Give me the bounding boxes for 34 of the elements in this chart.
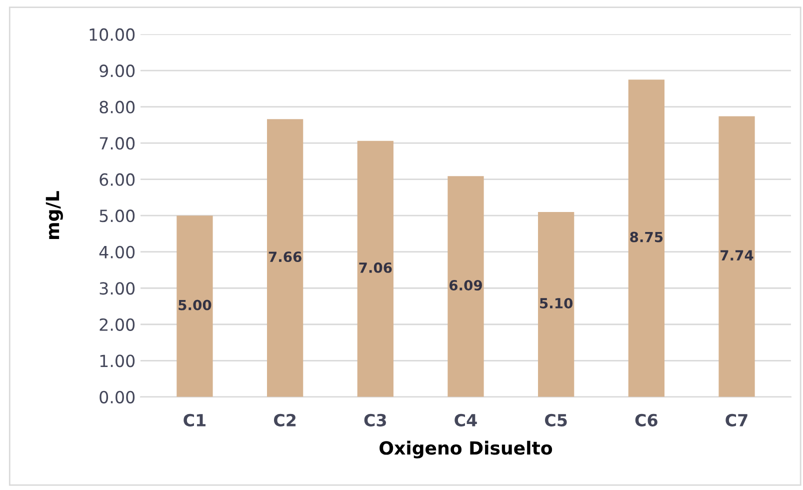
- y-tick-label: 10.00: [90, 28, 135, 41]
- bar: [718, 116, 755, 397]
- y-tick-label: 6.00: [100, 173, 135, 186]
- bar: [267, 119, 304, 397]
- y-tick-label: 5.00: [100, 210, 135, 222]
- y-tick-label: 4.00: [99, 246, 135, 258]
- x-tick-label: C6: [635, 414, 658, 426]
- x-tick-label: C4: [454, 414, 477, 426]
- y-tick-label: 7.00: [100, 137, 135, 150]
- y-tick-label: 9.00: [100, 64, 135, 78]
- x-tick-label: C2: [274, 414, 296, 426]
- y-tick-label: 0.00: [100, 390, 135, 404]
- bar: [357, 140, 394, 397]
- data-label: 7.74: [720, 250, 754, 260]
- y-tick-label: 3.00: [100, 282, 135, 295]
- data-label: 5.10: [540, 298, 573, 308]
- bar: [628, 80, 664, 397]
- x-tick-label: C5: [544, 414, 567, 426]
- data-label: 6.09: [449, 280, 482, 291]
- y-axis-title: mg/L: [46, 191, 63, 240]
- y-tick-label: 8.00: [100, 100, 135, 114]
- bar: [538, 212, 574, 397]
- y-tick-label: 1.00: [100, 354, 135, 368]
- data-label: 7.66: [268, 252, 302, 262]
- x-tick-label: C3: [364, 414, 386, 426]
- x-axis-title: Oxigeno Disuelto: [380, 440, 552, 458]
- data-label: 5.00: [178, 300, 212, 310]
- bar: [176, 216, 213, 397]
- x-tick-label: C7: [726, 414, 748, 426]
- y-tick-label: 2.00: [100, 318, 135, 331]
- data-label: 7.06: [359, 262, 392, 273]
- data-label: 8.75: [630, 232, 663, 242]
- bar: [448, 176, 484, 397]
- x-tick-label: C1: [184, 414, 206, 426]
